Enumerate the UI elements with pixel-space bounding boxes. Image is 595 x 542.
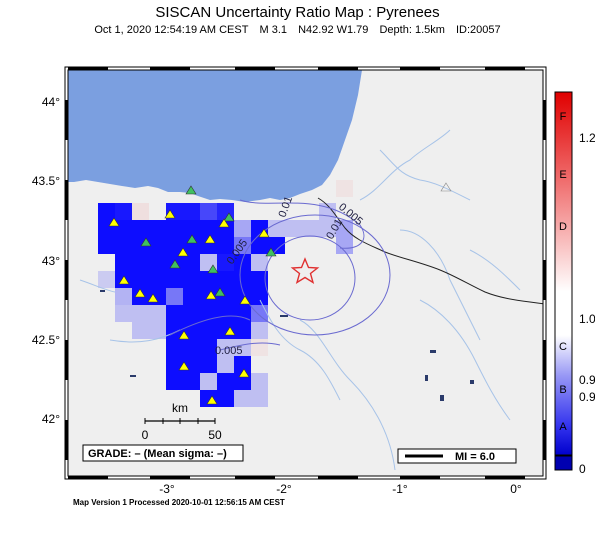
station-marker bbox=[204, 234, 216, 244]
x-tick: -1° bbox=[392, 482, 408, 496]
scale-left-label: 0 bbox=[142, 428, 149, 442]
station-marker bbox=[224, 326, 236, 336]
grade-text: GRADE: – (Mean sigma: –) bbox=[88, 448, 227, 460]
event-depth: Depth: 1.5km bbox=[379, 24, 445, 36]
colorbar-grade: B bbox=[559, 384, 566, 396]
station-marker bbox=[258, 228, 270, 238]
y-axis-labels: 44° 43.5° 43° 42.5° 42° bbox=[32, 95, 60, 426]
map-title: SISCAN Uncertainty Ratio Map : Pyrenees bbox=[155, 4, 440, 21]
colorbar-value: 0 bbox=[579, 462, 586, 476]
uncertainty-grid bbox=[98, 180, 353, 407]
colorbar-grade: E bbox=[559, 169, 566, 181]
station-marker bbox=[134, 288, 146, 298]
y-tick: 42° bbox=[42, 412, 60, 426]
colorbar-value: 0.9 bbox=[579, 373, 595, 387]
event-id: ID:20057 bbox=[455, 24, 501, 36]
x-tick: -2° bbox=[276, 482, 292, 496]
y-tick: 42.5° bbox=[32, 333, 60, 347]
station-marker bbox=[205, 290, 217, 300]
station-marker bbox=[214, 287, 226, 297]
station-marker bbox=[178, 361, 190, 371]
colorbar-grade: C bbox=[559, 341, 567, 353]
station-marker bbox=[147, 293, 159, 303]
sea-area bbox=[68, 70, 362, 202]
islands bbox=[100, 290, 474, 401]
x-axis-labels: -3° -2° -1° 0° bbox=[159, 482, 522, 496]
station-marker bbox=[239, 295, 251, 305]
frame-ticks bbox=[65, 67, 546, 479]
y-tick: 43.5° bbox=[32, 174, 60, 188]
event-info: Oct 1, 2020 12:54:19 AM CEST M 3.1 N42.9… bbox=[0, 24, 595, 36]
colorbar-value: 0.9 bbox=[579, 390, 595, 404]
epicenter-star-icon bbox=[290, 257, 320, 285]
contours bbox=[169, 199, 391, 351]
scale-unit: km bbox=[172, 401, 188, 415]
map-area: 0.005 0.01 0.005 0.01 0.005 bbox=[68, 70, 543, 476]
grade-box: GRADE: – (Mean sigma: –) bbox=[82, 444, 244, 462]
colorbar: F E D C B A 1.2 1.0 0.9 0.9 0 bbox=[554, 91, 595, 476]
event-location: N42.92 W1.79 bbox=[298, 24, 369, 36]
stations bbox=[108, 182, 452, 405]
y-tick: 44° bbox=[42, 95, 60, 109]
station-marker bbox=[164, 209, 176, 219]
x-tick: -3° bbox=[159, 482, 175, 496]
station-marker bbox=[238, 368, 250, 378]
station-marker bbox=[207, 264, 219, 274]
colorbar-value: 1.0 bbox=[579, 312, 595, 326]
station-marker bbox=[118, 275, 130, 285]
scale-right-label: 50 bbox=[208, 428, 222, 442]
event-datetime: Oct 1, 2020 12:54:19 AM CEST bbox=[94, 24, 249, 36]
station-marker bbox=[223, 212, 235, 222]
x-tick: 0° bbox=[510, 482, 522, 496]
national-border bbox=[317, 197, 543, 305]
colorbar-value: 1.2 bbox=[579, 131, 595, 145]
station-marker bbox=[440, 182, 452, 192]
contour-label: 0.005 bbox=[215, 345, 243, 357]
station-marker bbox=[178, 330, 190, 340]
station-marker bbox=[169, 259, 181, 269]
y-tick: 43° bbox=[42, 254, 60, 268]
station-marker bbox=[218, 218, 230, 228]
event-magnitude: M 3.1 bbox=[259, 24, 288, 36]
station-marker bbox=[265, 247, 277, 257]
scale-bar: km 0 50 bbox=[142, 401, 222, 442]
mi-text: MI = 6.0 bbox=[455, 451, 495, 463]
colorbar-grade: F bbox=[560, 111, 567, 123]
colorbar-grade: A bbox=[559, 421, 567, 433]
station-marker bbox=[185, 185, 197, 195]
station-marker bbox=[186, 234, 198, 244]
mi-legend: MI = 6.0 bbox=[397, 448, 517, 464]
station-marker bbox=[177, 247, 189, 257]
station-marker bbox=[140, 237, 152, 247]
station-marker bbox=[108, 217, 120, 227]
footer-processing-info: Map Version 1 Processed 2020-10-01 12:56… bbox=[73, 498, 285, 507]
station-marker bbox=[206, 395, 218, 405]
colorbar-grade: D bbox=[559, 221, 567, 233]
